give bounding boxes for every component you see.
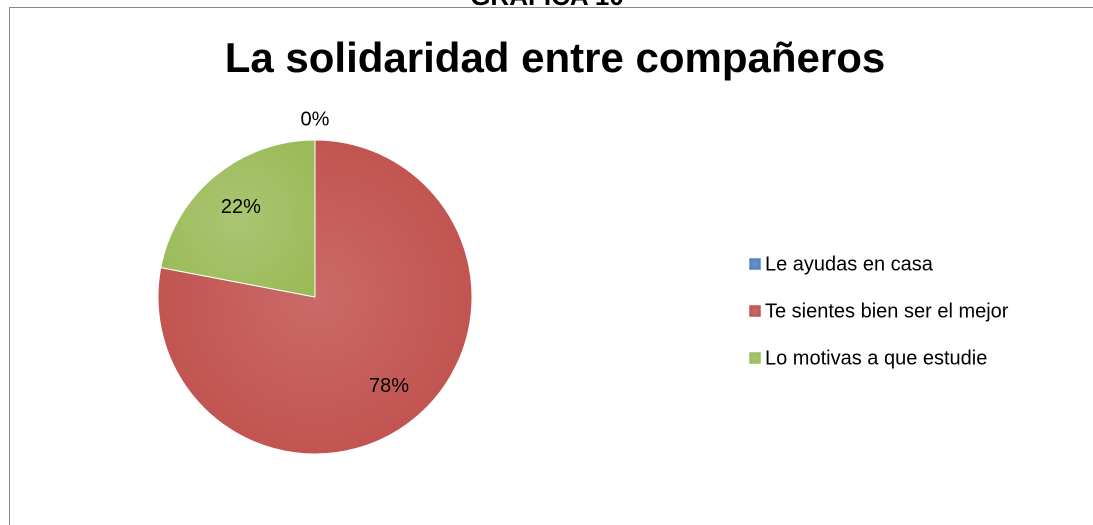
legend-label: Le ayudas en casa xyxy=(765,253,934,275)
chart-title: La solidaridad entre compañeros xyxy=(225,34,886,81)
pie-slice xyxy=(160,139,316,298)
data-label: 22% xyxy=(221,196,261,218)
legend-marker xyxy=(748,351,762,365)
legend-label: Te sientes bien ser el mejor xyxy=(765,300,1009,322)
legend-label: Lo motivas a que estudie xyxy=(765,347,987,369)
pie-slice xyxy=(157,139,473,455)
chart-frame xyxy=(9,7,1093,525)
legend-marker xyxy=(748,304,762,318)
page-heading: GRAFICA 10 xyxy=(470,0,624,11)
data-label: 78% xyxy=(369,375,409,397)
data-label: 0% xyxy=(301,108,330,130)
legend-marker xyxy=(748,257,762,271)
